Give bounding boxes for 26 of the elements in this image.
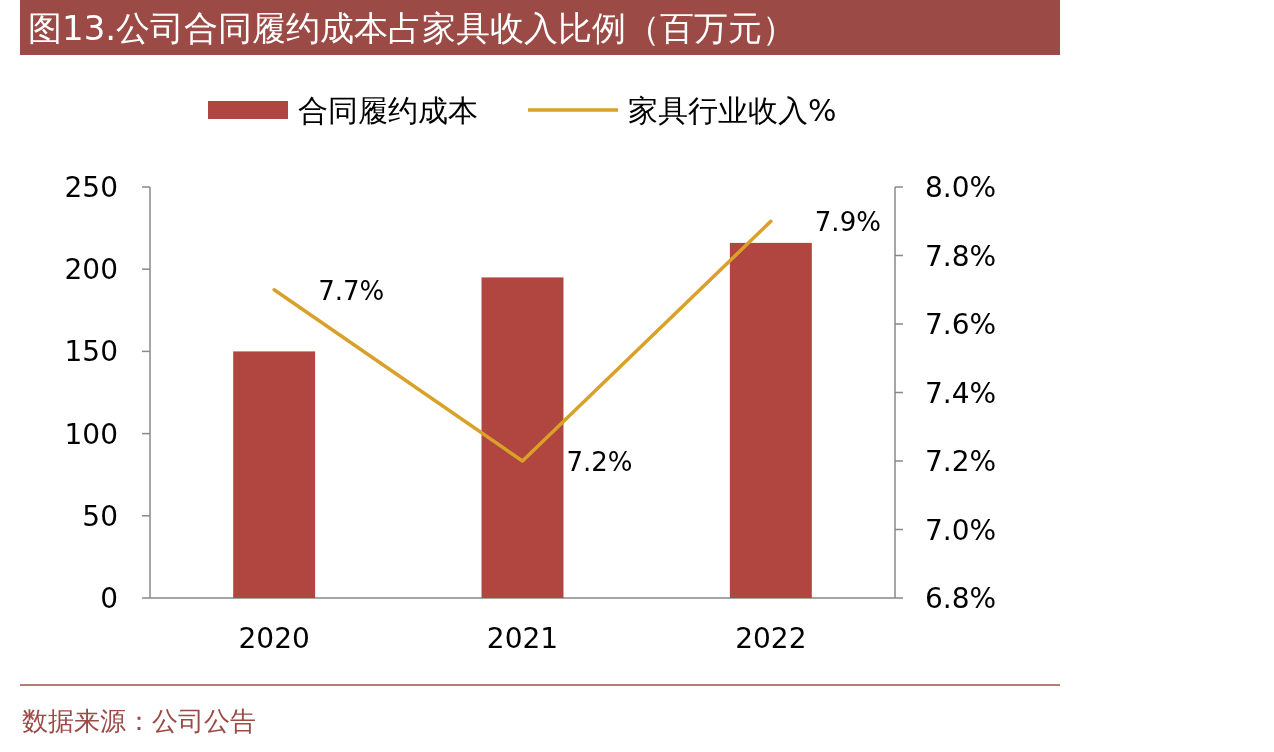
x-tick-label: 2020 bbox=[238, 622, 310, 655]
y-tick-label: 100 bbox=[64, 417, 118, 451]
x-tick-label: 2022 bbox=[735, 622, 807, 655]
data-label: 7.2% bbox=[566, 447, 633, 477]
y2-tick-label: 7.6% bbox=[925, 308, 997, 341]
y2-tick-label: 7.2% bbox=[925, 445, 997, 478]
y2-tick-label: 8.0% bbox=[925, 171, 997, 204]
y-tick-label: 0 bbox=[100, 582, 118, 615]
bar bbox=[729, 242, 812, 598]
y-tick-label: 150 bbox=[64, 335, 118, 369]
legend-label: 家具行业收入% bbox=[628, 93, 837, 128]
y2-tick-label: 6.8% bbox=[925, 582, 997, 615]
data-label: 7.7% bbox=[318, 275, 385, 306]
chart-title: 图13.公司合同履约成本占家具收入比例（百万元） bbox=[28, 8, 797, 48]
y2-tick-label: 7.4% bbox=[925, 376, 997, 410]
data-label: 7.9% bbox=[814, 207, 881, 238]
y-tick-label: 50 bbox=[82, 499, 118, 533]
bar bbox=[233, 351, 316, 598]
y2-tick-label: 7.8% bbox=[925, 239, 997, 273]
bar bbox=[481, 277, 564, 598]
y2-tick-label: 7.0% bbox=[925, 513, 997, 547]
x-tick-label: 2021 bbox=[486, 622, 559, 655]
source-note: 数据来源：公司公告 bbox=[22, 706, 256, 736]
y-tick-label: 200 bbox=[64, 253, 118, 287]
y-tick-label: 250 bbox=[64, 171, 118, 204]
legend-label: 合同履约成本 bbox=[298, 93, 478, 128]
